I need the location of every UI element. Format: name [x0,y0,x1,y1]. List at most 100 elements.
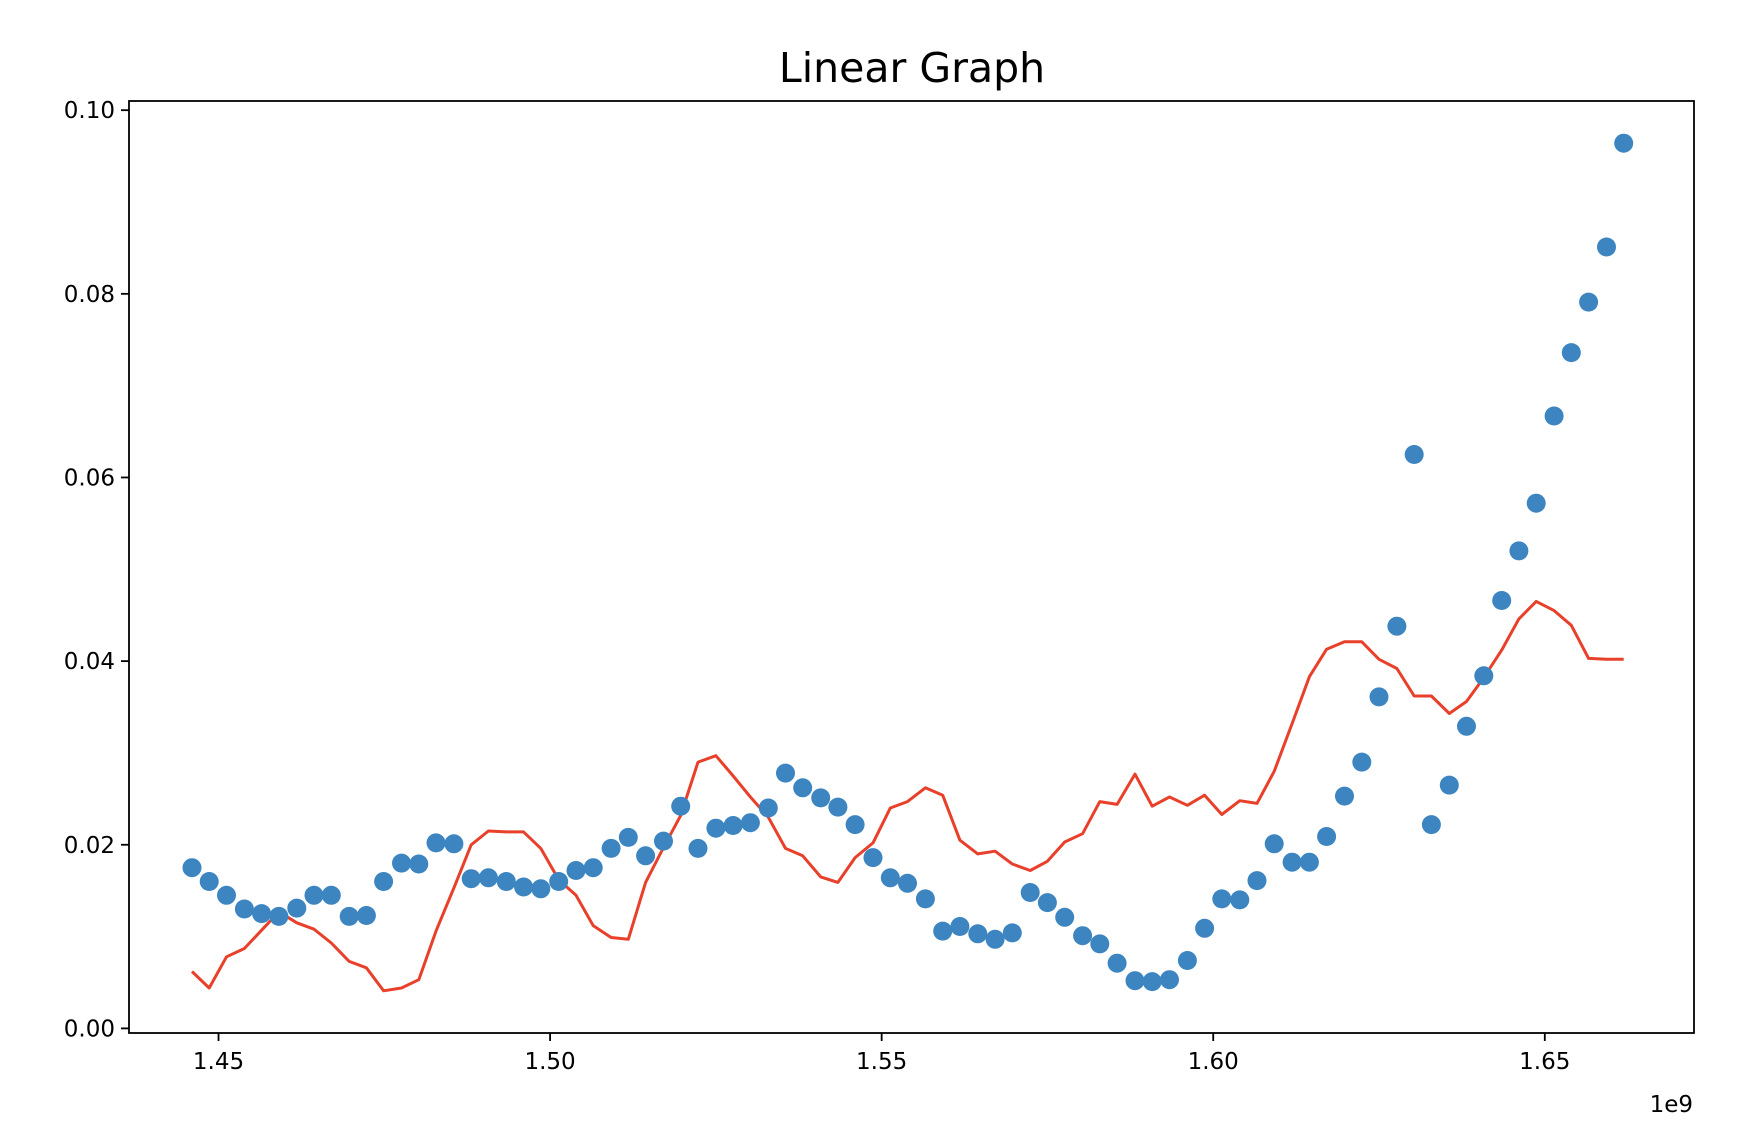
scatter-point [1212,889,1232,909]
scatter-point [426,833,446,853]
scatter-point [811,788,831,808]
scatter-point [321,885,341,905]
scatter-point [461,869,481,889]
scatter-point [1614,133,1634,153]
scatter-point [1474,666,1494,686]
scatter-point [1195,918,1215,938]
line-series [190,599,1624,993]
scatter-point [217,885,236,905]
scatter-point [898,873,917,893]
scatter-point [1142,972,1162,992]
scatter-point [1247,871,1267,891]
scatter-point [985,929,1005,949]
scatter-point [618,827,638,847]
scatter-point [1107,953,1127,973]
scatter-point [845,815,865,835]
scatter-point [880,868,900,888]
scatter-point [688,838,708,858]
scatter-point [1421,815,1441,835]
scatter-point [583,858,603,878]
scatter-point [1579,292,1599,312]
scatter-point [496,872,516,891]
scatter-point [444,834,464,854]
scatter-point [287,898,307,918]
scatter-point [706,818,726,838]
plot-area [182,133,1634,993]
scatter-point [234,899,254,919]
scatter-point [566,861,586,880]
scatter-point [1526,493,1546,513]
scatter-point [304,885,324,905]
scatter-point [933,921,953,941]
scatter-point [1073,926,1093,946]
x-tick-label: 1.55 [856,1049,907,1075]
scatter-point [392,853,411,873]
scatter-point [1090,934,1110,954]
x-tick-label: 1.65 [1519,1049,1570,1075]
x-offset-label: 1e9 [1650,1092,1693,1118]
scatter-point [1317,827,1337,846]
scatter-point [1457,716,1476,736]
scatter-point [1055,907,1075,927]
y-axis: 0.00 0.02 0.04 0.06 0.08 0.10 [64,98,129,1042]
scatter-point [1492,591,1512,610]
scatter-point [1369,687,1389,707]
scatter-point [1335,786,1354,806]
y-tick-label: 0.10 [64,98,115,124]
x-tick-label: 1.50 [524,1049,575,1075]
scatter-point [915,889,935,909]
scatter-point [374,872,394,891]
scatter-point [339,906,359,926]
scatter-point [758,798,778,818]
scatter-point [1561,343,1581,363]
scatter-point [1439,775,1459,795]
scatter-point [1387,616,1407,636]
scatter-point [601,838,621,858]
scatter-point [1544,406,1564,426]
scatter-point [1230,890,1250,910]
scatter-point [636,846,656,866]
scatter-point [950,917,970,936]
scatter-point [252,904,272,924]
scatter-point [478,868,498,888]
y-tick-label: 0.00 [64,1016,115,1042]
plot-frame [128,100,1695,1034]
scatter-point [1037,893,1057,913]
y-tick-label: 0.08 [64,282,115,308]
scatter-point [776,763,795,783]
scatter-point [1264,834,1284,854]
x-axis: 1.45 1.50 1.55 1.60 1.65 [193,1033,1570,1075]
scatter-point [514,877,534,897]
scatter-point [1299,852,1319,872]
scatter-point [1160,970,1179,990]
scatter-point [1002,923,1022,943]
scatter-point [828,797,848,817]
scatter-point [671,796,691,816]
scatter-point [1352,752,1372,772]
scatter-point [1282,852,1302,872]
scatter-point [740,813,760,833]
x-tick-label: 1.45 [193,1049,244,1075]
scatter-point [863,848,883,868]
scatter-point [654,831,673,851]
chart-title: Linear Graph [779,44,1045,92]
scatter-point [1597,237,1616,257]
scatter-point [1177,951,1197,970]
y-tick-label: 0.04 [64,649,115,675]
y-tick-label: 0.06 [64,465,115,491]
x-tick-label: 1.60 [1188,1049,1239,1075]
scatter-point [356,906,376,925]
scatter-point [968,924,988,944]
scatter-point [409,854,429,874]
scatter-point [182,858,202,878]
scatter-point [1509,541,1529,561]
scatter-point [199,872,219,891]
scatter-point [1404,445,1424,464]
scatter-point [1125,971,1145,991]
scatter-point [723,816,743,835]
scatter-point [549,872,569,891]
y-tick-label: 0.02 [64,833,115,859]
scatter-point [531,879,551,899]
